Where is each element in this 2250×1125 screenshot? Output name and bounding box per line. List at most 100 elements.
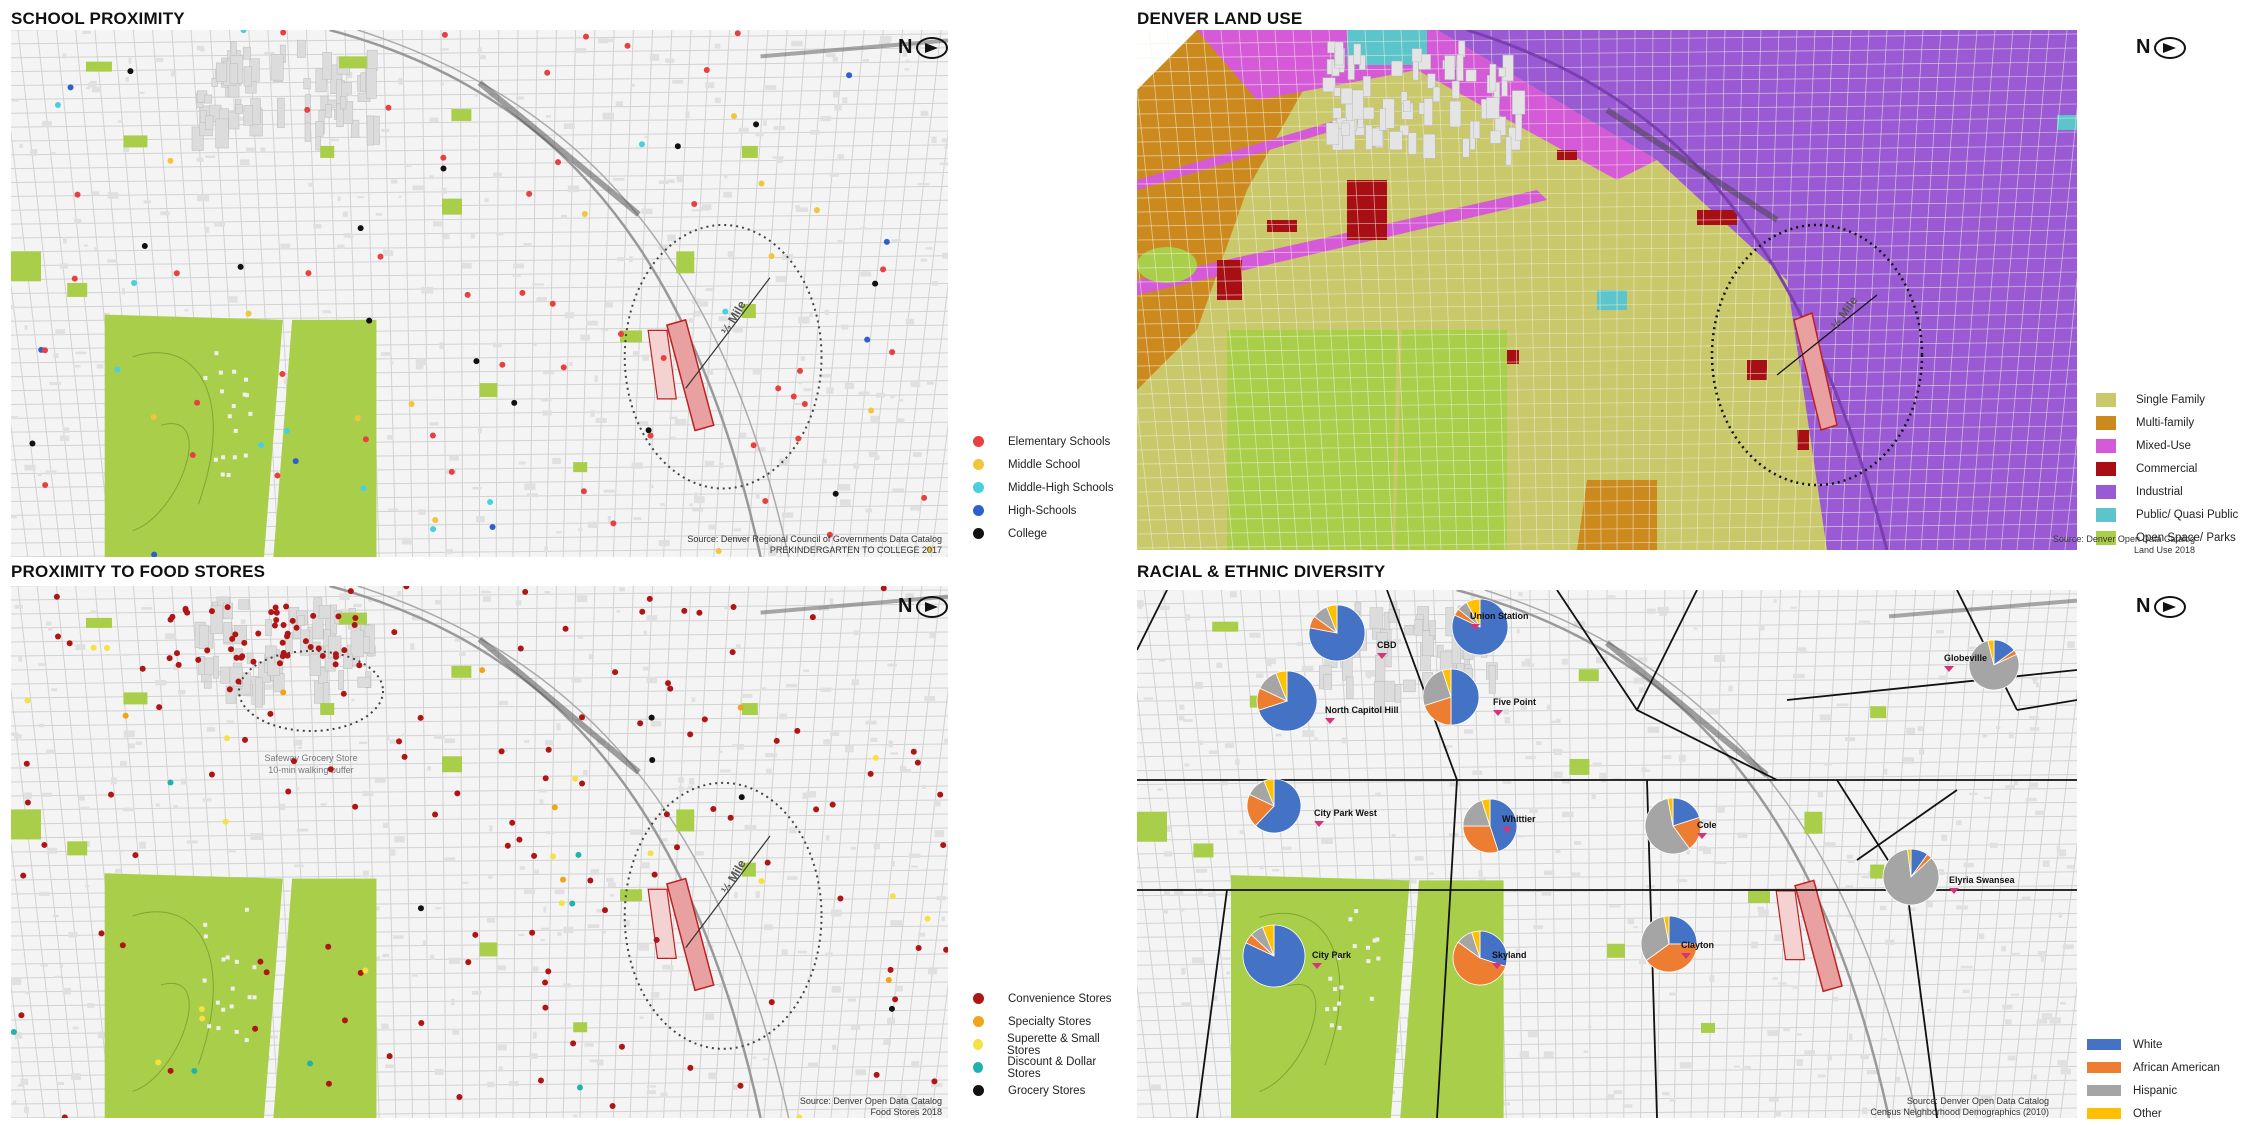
map-point[interactable]: [479, 667, 486, 674]
map-point[interactable]: [795, 435, 802, 442]
map-point[interactable]: [285, 788, 292, 795]
map-point[interactable]: [194, 399, 201, 406]
map-point[interactable]: [307, 643, 314, 650]
map-point[interactable]: [283, 427, 290, 434]
map-point[interactable]: [362, 436, 369, 443]
map-point[interactable]: [555, 159, 562, 166]
map-point[interactable]: [710, 806, 717, 813]
map-point[interactable]: [315, 645, 322, 652]
map-point[interactable]: [173, 650, 180, 657]
map-point[interactable]: [638, 141, 645, 148]
pie-chart[interactable]: City Park: [1242, 924, 1352, 988]
map-point[interactable]: [327, 766, 334, 773]
map-point[interactable]: [610, 520, 617, 527]
map-point[interactable]: [931, 1078, 938, 1085]
map-point[interactable]: [550, 853, 557, 860]
map-point[interactable]: [885, 977, 892, 984]
map-point[interactable]: [579, 780, 586, 787]
map-point[interactable]: [166, 655, 173, 662]
map-point[interactable]: [489, 523, 496, 530]
map-point[interactable]: [53, 593, 60, 600]
map-point[interactable]: [432, 516, 439, 523]
map-point[interactable]: [319, 652, 326, 659]
map-point[interactable]: [456, 1094, 463, 1101]
map-point[interactable]: [156, 704, 163, 711]
map-point[interactable]: [245, 310, 252, 317]
map-point[interactable]: [167, 157, 174, 164]
map-point[interactable]: [773, 737, 780, 744]
map-point[interactable]: [279, 639, 286, 646]
map-point[interactable]: [67, 84, 74, 91]
map-point[interactable]: [290, 758, 297, 765]
map-point[interactable]: [417, 905, 424, 912]
map-point[interactable]: [864, 336, 871, 343]
map-point[interactable]: [360, 485, 367, 492]
map-point[interactable]: [729, 649, 736, 656]
map-point[interactable]: [352, 803, 359, 810]
map-point[interactable]: [391, 629, 398, 636]
map-point[interactable]: [222, 818, 229, 825]
map-point[interactable]: [660, 354, 667, 361]
map-point[interactable]: [255, 630, 262, 637]
map-point[interactable]: [872, 754, 879, 761]
map-point[interactable]: [362, 967, 369, 974]
pie-chart[interactable]: Clayton: [1640, 915, 1714, 973]
map-point[interactable]: [199, 1015, 206, 1022]
map-point[interactable]: [653, 936, 660, 943]
map-point[interactable]: [241, 639, 248, 646]
map-point[interactable]: [242, 736, 249, 743]
map-point[interactable]: [542, 775, 549, 782]
map-point[interactable]: [892, 996, 899, 1003]
map-point[interactable]: [764, 859, 771, 866]
map-point[interactable]: [609, 1102, 616, 1109]
map-point[interactable]: [737, 1082, 744, 1089]
map-point[interactable]: [465, 959, 472, 966]
map-point[interactable]: [173, 270, 180, 277]
map-point[interactable]: [304, 106, 311, 113]
map-point[interactable]: [665, 680, 672, 687]
map-point[interactable]: [576, 1084, 583, 1091]
map-point[interactable]: [356, 662, 363, 669]
map-point[interactable]: [583, 33, 590, 40]
pie-chart[interactable]: North Capitol Hill: [1256, 670, 1399, 732]
map-point[interactable]: [325, 943, 332, 950]
map-point[interactable]: [441, 31, 448, 38]
map-point[interactable]: [663, 811, 670, 818]
map-point[interactable]: [768, 999, 775, 1006]
map-point[interactable]: [753, 121, 760, 128]
map-point[interactable]: [531, 852, 538, 859]
map-point[interactable]: [674, 143, 681, 150]
map-point[interactable]: [440, 165, 447, 172]
map-point[interactable]: [401, 753, 408, 760]
map-point[interactable]: [403, 586, 410, 590]
map-point[interactable]: [880, 266, 887, 273]
map-point[interactable]: [418, 1020, 425, 1027]
map-point[interactable]: [940, 842, 947, 849]
map-point[interactable]: [351, 621, 358, 628]
map-point[interactable]: [888, 1005, 895, 1012]
map-point[interactable]: [335, 613, 342, 620]
map-point[interactable]: [24, 697, 31, 704]
map-point[interactable]: [867, 770, 874, 777]
map-point[interactable]: [910, 748, 917, 755]
map-point[interactable]: [837, 895, 844, 902]
map-point[interactable]: [516, 836, 523, 843]
map-point[interactable]: [20, 872, 27, 879]
map-point[interactable]: [29, 440, 36, 447]
map-point[interactable]: [581, 211, 588, 218]
map-point[interactable]: [579, 714, 586, 721]
map-point[interactable]: [915, 944, 922, 951]
map-point[interactable]: [649, 756, 656, 763]
map-point[interactable]: [352, 614, 359, 621]
map-point[interactable]: [522, 588, 529, 595]
map-point[interactable]: [341, 1017, 348, 1024]
map-point[interactable]: [150, 414, 157, 421]
map-point[interactable]: [377, 253, 384, 260]
map-point[interactable]: [386, 1053, 393, 1060]
map-point[interactable]: [943, 946, 948, 953]
map-point[interactable]: [139, 665, 146, 672]
map-point[interactable]: [549, 300, 556, 307]
map-point[interactable]: [602, 907, 609, 914]
map-point[interactable]: [182, 607, 189, 614]
